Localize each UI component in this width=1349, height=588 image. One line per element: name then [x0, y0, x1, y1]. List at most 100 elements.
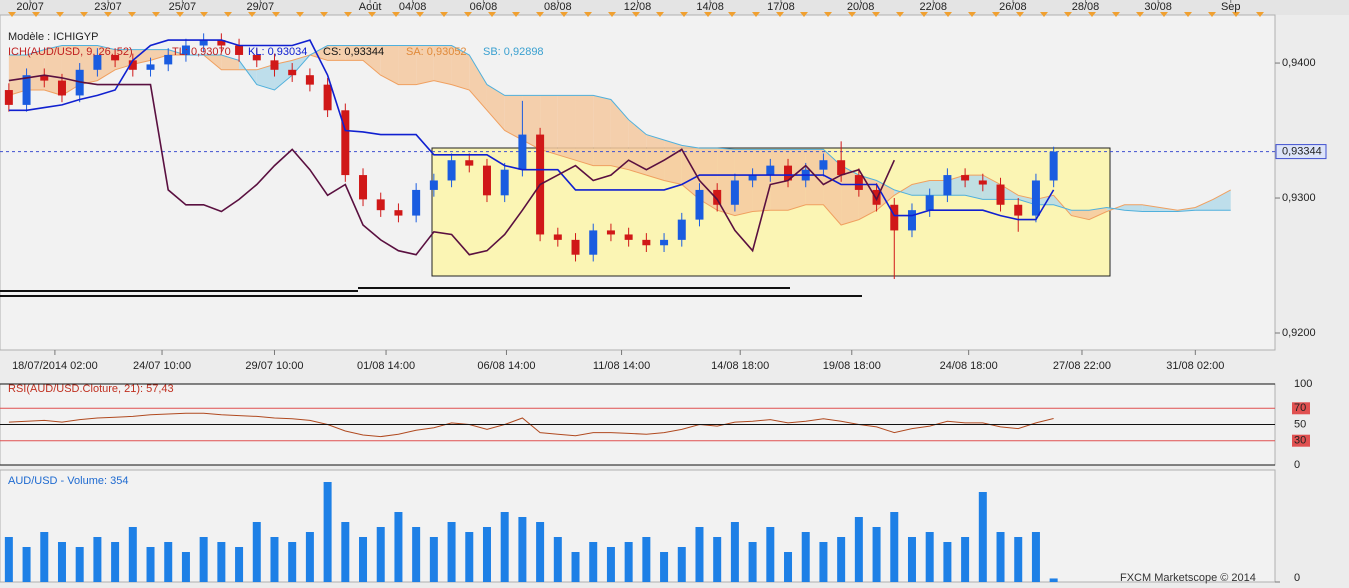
cloud-segment: [486, 84, 505, 131]
y-tick-label: 50: [1294, 418, 1306, 430]
candle-body: [1014, 204, 1023, 216]
candle-body: [961, 175, 970, 181]
volume-bar: [288, 542, 297, 582]
candle-body: [730, 180, 739, 205]
volume-bar: [252, 522, 261, 582]
marker-triangle: [944, 12, 952, 17]
candle-body: [111, 54, 120, 61]
cloud-segment: [982, 175, 1001, 200]
cloud-segment: [841, 165, 859, 226]
volume-bar: [695, 527, 704, 582]
top-tick-label: 06/08: [470, 1, 498, 13]
volume-title: AUD/USD - Volume: 354: [8, 475, 128, 487]
candle-body: [1031, 180, 1040, 216]
volume-bar: [341, 522, 350, 582]
top-tick-label: 28/08: [1072, 1, 1100, 13]
top-tick-label: Sep: [1221, 1, 1241, 13]
volume-bar: [943, 542, 952, 582]
marker-triangle: [1184, 12, 1192, 17]
top-tick-label: 22/08: [919, 1, 947, 13]
volume-bar: [359, 537, 368, 582]
marker-triangle: [8, 12, 16, 17]
y-tick-label: 0,9400: [1282, 57, 1316, 69]
cloud-segment: [929, 180, 948, 196]
volume-bar: [181, 552, 190, 582]
cloud-segment: [398, 45, 417, 85]
cloud-segment: [575, 95, 594, 166]
volume-bar: [553, 537, 562, 582]
candle-body: [323, 84, 332, 111]
volume-bar: [93, 537, 102, 582]
candle-body: [925, 195, 934, 211]
legend-cs: CS: 0,93344: [323, 46, 384, 58]
cloud-segment: [1000, 184, 1019, 200]
cloud-segment: [1089, 207, 1107, 220]
cloud-segment: [1195, 199, 1214, 211]
legend-sb: SB: 0,92898: [483, 46, 544, 58]
volume-bar: [412, 527, 421, 582]
cloud-segment: [1213, 189, 1231, 211]
volume-bar: [730, 522, 739, 582]
cloud-segment: [274, 60, 293, 91]
candle-body: [695, 189, 704, 220]
marker-triangle: [1016, 12, 1024, 17]
candle-body: [40, 75, 49, 81]
legend-sa: SA: 0,93052: [406, 46, 467, 58]
y-tick-label: 70: [1294, 402, 1306, 414]
candle-body: [784, 165, 793, 181]
volume-panel: [0, 469, 1276, 583]
top-tick-label: 23/07: [94, 1, 122, 13]
cloud-segment: [540, 95, 558, 155]
y-tick-label: 0: [1294, 459, 1300, 471]
volume-bar: [536, 522, 545, 582]
marker-triangle: [560, 12, 568, 17]
legend-model: Modèle : ICHIGYP: [8, 31, 98, 43]
date-strip: [0, 0, 1349, 15]
top-tick-label: 29/07: [247, 1, 275, 13]
volume-bar: [394, 512, 403, 582]
marker-triangle: [296, 12, 304, 17]
candle-body: [589, 230, 598, 255]
volume-bar: [1014, 537, 1023, 582]
volume-bar: [40, 532, 49, 582]
cloud-segment: [256, 64, 275, 91]
candle-body: [429, 180, 438, 190]
volume-bar: [75, 547, 84, 582]
last-price-box: [1275, 144, 1327, 160]
volume-bar: [925, 532, 934, 582]
marker-triangle: [1160, 12, 1168, 17]
volume-bar: [961, 537, 970, 582]
marker-triangle: [536, 12, 544, 17]
top-tick-label: 04/08: [399, 1, 427, 13]
marker-triangle: [224, 12, 232, 17]
candle-body: [181, 45, 190, 55]
cloud-segment: [44, 45, 62, 96]
volume-bar: [500, 512, 509, 582]
level-label-bg: [1292, 434, 1310, 447]
cloud-segment: [1018, 195, 1036, 205]
candle-body: [341, 110, 350, 176]
cloud-segment: [26, 49, 45, 91]
volume-bar: [376, 527, 385, 582]
volume-bar: [766, 527, 775, 582]
marker-triangle: [416, 12, 424, 17]
cloud-segment: [1124, 204, 1143, 212]
candle-body: [93, 54, 102, 70]
cloud-segment: [610, 99, 629, 170]
footer: FXCM Marketscope © 2014: [1120, 572, 1256, 584]
y-tick-label: 0: [1294, 572, 1300, 584]
marker-triangle: [1064, 12, 1072, 17]
candle-body: [447, 160, 456, 181]
volume-bar: [199, 537, 208, 582]
candle-body: [465, 160, 474, 166]
marker-triangle: [752, 12, 760, 17]
cloud-segment: [79, 45, 98, 85]
volume-bar: [642, 537, 651, 582]
candle-body: [412, 189, 421, 216]
indicator-line: [8, 39, 1055, 221]
candle-body: [235, 45, 244, 55]
marker-triangle: [488, 12, 496, 17]
cloud-segment: [823, 149, 842, 226]
candle-body: [288, 69, 297, 76]
